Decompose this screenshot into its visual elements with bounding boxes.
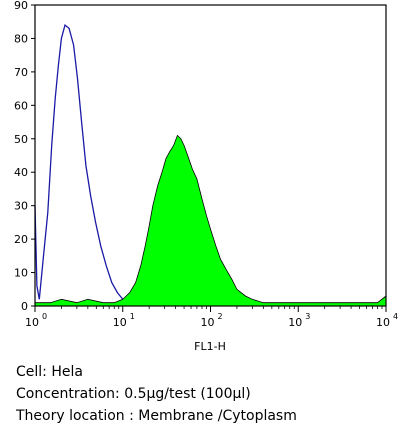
y-tick-label: 40 bbox=[14, 166, 28, 179]
y-tick-label: 60 bbox=[14, 99, 28, 112]
x-tick-exponent: 1 bbox=[130, 312, 135, 321]
x-axis-label: FL1-H bbox=[194, 340, 226, 353]
caption-cell: Cell: Hela bbox=[16, 364, 83, 380]
x-tick-label: 10 bbox=[376, 316, 390, 329]
x-tick-label: 10 bbox=[113, 316, 127, 329]
axis-ticks bbox=[31, 4, 387, 312]
series-0-outline-histogram bbox=[34, 23, 139, 307]
series-layer bbox=[34, 23, 387, 307]
y-tick-label: 10 bbox=[14, 267, 28, 280]
caption-theory-location: Theory location : Membrane /Cytoplasm bbox=[16, 408, 297, 424]
x-tick-label: 10 bbox=[25, 316, 39, 329]
y-tick-label: 50 bbox=[14, 133, 28, 146]
y-tick-label: 80 bbox=[14, 32, 28, 45]
x-tick-label: 10 bbox=[288, 316, 302, 329]
y-tick-label: 20 bbox=[14, 233, 28, 246]
series-1-filled-histogram bbox=[34, 134, 387, 307]
x-tick-label: 10 bbox=[201, 316, 215, 329]
y-tick-label: 70 bbox=[14, 66, 28, 79]
y-tick-label: 30 bbox=[14, 200, 28, 213]
caption-concentration: Concentration: 0.5µg/test (100µl) bbox=[16, 386, 251, 402]
x-tick-exponent: 4 bbox=[393, 312, 398, 321]
x-tick-exponent: 2 bbox=[218, 312, 223, 321]
y-tick-label: 0 bbox=[21, 300, 28, 313]
x-tick-exponent: 3 bbox=[305, 312, 310, 321]
y-tick-label: 90 bbox=[14, 0, 28, 12]
x-tick-exponent: 0 bbox=[42, 312, 47, 321]
